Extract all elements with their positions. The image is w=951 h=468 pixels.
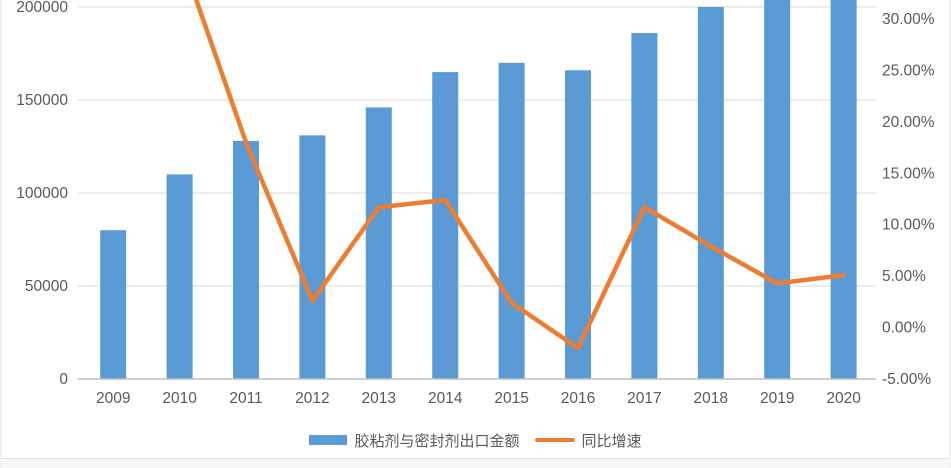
right-axis-tick: 5.00%: [882, 268, 926, 285]
left-axis-tick: 100000: [16, 185, 68, 202]
left-axis-tick: 200000: [16, 0, 68, 16]
x-axis-label-2009: 2009: [96, 390, 130, 407]
left-axis-tick: 50000: [25, 278, 68, 295]
right-axis-tick: 0.00%: [882, 320, 926, 337]
right-axis-tick: 30.00%: [882, 11, 935, 28]
right-axis-tick: 25.00%: [882, 62, 935, 79]
bar-2019: [764, 0, 791, 380]
left-axis-tick: 150000: [16, 92, 68, 109]
x-axis-label-2013: 2013: [362, 390, 396, 407]
bar-2011: [233, 140, 259, 379]
bar-2010: [166, 174, 193, 379]
bar-2012: [299, 135, 326, 379]
combo-chart: 0 50000 100000 150000 200000 -5.00% 0.00% 5.00%…: [16, 0, 935, 407]
growth-line: [193, 0, 846, 351]
bar-2009: [100, 230, 127, 379]
x-axis-label-2015: 2015: [494, 390, 528, 407]
bar-2020: [830, 0, 857, 380]
right-axis-tick: 20.00%: [882, 114, 935, 131]
x-axis-label-2017: 2017: [627, 390, 661, 407]
footer-strip: [2, 458, 949, 468]
legend-line-label: 同比增速: [581, 432, 642, 450]
x-axis-label-2014: 2014: [428, 390, 463, 407]
x-axis-label-2012: 2012: [295, 390, 329, 407]
right-axis-tick: 15.00%: [882, 165, 935, 182]
x-axis-label-2011: 2011: [229, 390, 262, 407]
bar-2015: [498, 62, 525, 380]
bar-2014: [432, 72, 459, 379]
left-axis-tick: 0: [59, 371, 68, 388]
bar-2013: [365, 107, 392, 379]
x-axis-label-2020: 2020: [826, 390, 861, 407]
x-axis-label-2019: 2019: [760, 390, 794, 407]
legend-line-swatch: [534, 438, 575, 442]
legend-bar-swatch: [309, 435, 348, 445]
right-axis-tick: -5.00%: [882, 371, 931, 388]
bar-2018: [697, 7, 724, 379]
legend: 胶粘剂与密封剂出口金额 同比增速: [2, 429, 949, 451]
right-axis-tick: 10.00%: [882, 217, 935, 234]
x-axis-label-2016: 2016: [561, 390, 595, 407]
legend-bar-label: 胶粘剂与密封剂出口金额: [354, 432, 520, 450]
x-axis-label-2010: 2010: [162, 390, 197, 407]
x-axis-label-2018: 2018: [694, 390, 728, 407]
